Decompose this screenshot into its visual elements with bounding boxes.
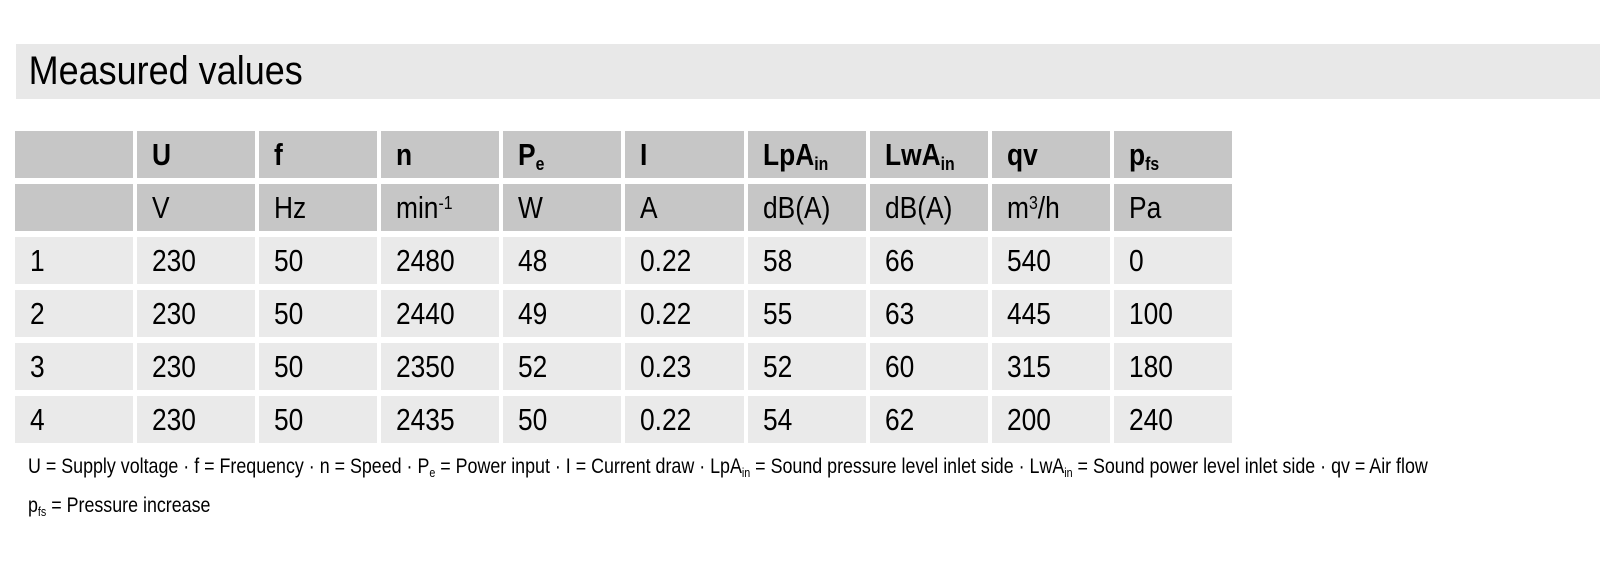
table-cell: 63 [869,290,988,337]
column-header-power-input: Pe [503,131,622,178]
column-header-sound-pressure: LpAin [747,131,866,178]
table-cell: 50 [259,237,378,284]
table-cell: 230 [137,343,256,390]
table-cell: 1 [15,237,134,284]
measured-values-table: U f n Pe I LpAin LwAin qv pfs V Hz min-1… [15,131,1232,443]
unit-cell-ampere: A [625,184,744,231]
table-cell: 2440 [381,290,500,337]
table-cell: 60 [869,343,988,390]
table-cell: 230 [137,396,256,443]
table-cell: 200 [991,396,1110,443]
table-cell: 52 [503,343,622,390]
table-cell: 50 [259,290,378,337]
column-header-speed: n [381,131,500,178]
unit-cell-m3h: m3/h [991,184,1110,231]
table-cell: 100 [1113,290,1232,337]
section-title-band: Measured values [16,44,1600,99]
table-cell: 50 [503,396,622,443]
table-cell: 445 [991,290,1110,337]
table-cell: 66 [869,237,988,284]
table-cell: 0.23 [625,343,744,390]
table-cell: 50 [259,396,378,443]
unit-cell-dba-power: dB(A) [869,184,988,231]
unit-cell-watt: W [503,184,622,231]
unit-cell-hertz: Hz [259,184,378,231]
table-cell: 0.22 [625,290,744,337]
legend: U = Supply voltage · f = Frequency · n =… [28,447,1600,525]
legend-line-1: U = Supply voltage · f = Frequency · n =… [28,455,1428,480]
page-title: Measured values [28,49,303,93]
table-cell: 50 [259,343,378,390]
table-cell: 540 [991,237,1110,284]
table-cell: 2480 [381,237,500,284]
table-cell: 49 [503,290,622,337]
table-cell: 315 [991,343,1110,390]
table-cell: 54 [747,396,866,443]
legend-line-2: pfs = Pressure increase [28,494,211,519]
table-cell: 52 [747,343,866,390]
table-cell: 2 [15,290,134,337]
column-header-air-flow: qv [991,131,1110,178]
table-cell: 4 [15,396,134,443]
unit-cell-volt: V [137,184,256,231]
column-header-blank [15,131,134,178]
table-cell: 240 [1113,396,1232,443]
column-header-frequency: f [259,131,378,178]
table-cell: 62 [869,396,988,443]
table-cell: 0 [1113,237,1232,284]
table-cell: 2350 [381,343,500,390]
table-cell: 2435 [381,396,500,443]
column-header-pressure-increase: pfs [1113,131,1232,178]
unit-cell-dba-pressure: dB(A) [747,184,866,231]
table-cell: 0.22 [625,396,744,443]
table-cell: 230 [137,290,256,337]
column-header-current: I [625,131,744,178]
table-cell: 180 [1113,343,1232,390]
table-cell: 48 [503,237,622,284]
table-cell: 58 [747,237,866,284]
column-header-voltage: U [137,131,256,178]
unit-cell-blank [15,184,134,231]
table-cell: 3 [15,343,134,390]
unit-cell-rpm: min-1 [381,184,500,231]
table-cell: 0.22 [625,237,744,284]
table-cell: 55 [747,290,866,337]
column-header-sound-power: LwAin [869,131,988,178]
table-cell: 230 [137,237,256,284]
unit-cell-pascal: Pa [1113,184,1232,231]
